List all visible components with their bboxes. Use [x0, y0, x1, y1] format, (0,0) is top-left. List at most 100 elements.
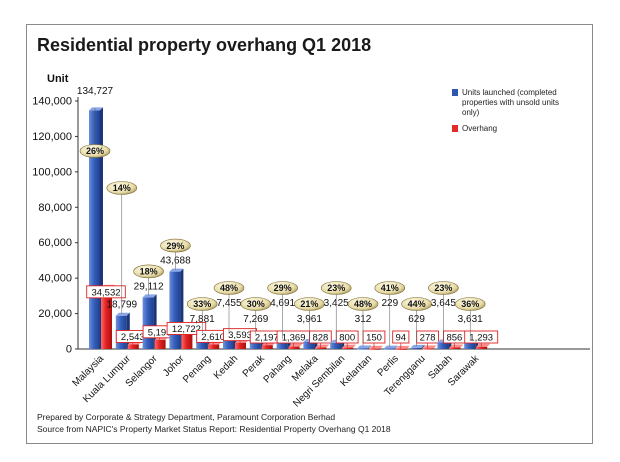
- bar-units-launched-top: [89, 107, 103, 111]
- percentage-badge: [401, 297, 432, 311]
- x-tick-label: Kedah: [212, 353, 240, 381]
- percentage-label: 33%: [193, 299, 211, 309]
- bar-overhang: [181, 326, 193, 349]
- percentage-label: 44%: [408, 299, 426, 309]
- bar-overhang: [261, 345, 273, 349]
- legend-swatch-overhang: [452, 125, 458, 132]
- overhang-label-box: [464, 330, 499, 344]
- percentage-label: 41%: [381, 283, 399, 293]
- bar-units-launched: [330, 342, 342, 349]
- percentage-badge: [428, 281, 459, 295]
- percentage-label: 26%: [86, 146, 104, 156]
- percentage-label: 36%: [461, 299, 479, 309]
- bar-units-launched: [357, 348, 368, 350]
- legend-label-units-launched: Units launched (completed properties wit…: [462, 88, 559, 117]
- percentage-label: 48%: [220, 283, 238, 293]
- percentage-label: 18%: [140, 267, 158, 277]
- bar-units-launched-top: [142, 294, 157, 298]
- chart-legend: Units launched (completed properties wit…: [452, 88, 577, 140]
- percentage-badge: [320, 281, 352, 295]
- y-axis-title: Unit: [47, 73, 69, 85]
- percentage-badge: [79, 144, 111, 158]
- bar-units-launched: [464, 342, 476, 349]
- bar-overhang-top: [288, 343, 303, 347]
- x-tick-label: Penang: [181, 353, 213, 385]
- footer-prepared-by: Prepared by Corporate & Strategy Departm…: [37, 412, 336, 422]
- bar-units-launched: [223, 335, 234, 349]
- percentage-badge: [294, 297, 325, 311]
- percentage-label: 48%: [354, 299, 372, 309]
- percentage-badge: [347, 297, 379, 311]
- bar-units-launched: [142, 297, 154, 349]
- overhang-label-box: [86, 285, 126, 299]
- units-launched-data-label: 134,727: [77, 86, 114, 97]
- bar-units-launched: [303, 341, 315, 349]
- bar-units-launched: [276, 340, 288, 349]
- bar-overhang: [449, 347, 461, 349]
- percentage-label: 23%: [327, 283, 345, 293]
- percentage-label: 23%: [434, 283, 452, 293]
- overhang-data-label: 2,543: [121, 332, 145, 343]
- bar-units-launched-top: [357, 345, 371, 349]
- percentage-label: 29%: [166, 241, 184, 251]
- percentage-badge: [267, 281, 298, 295]
- percentage-badge: [106, 181, 138, 195]
- overhang-data-label: 2,610: [201, 332, 225, 343]
- percentage-badge: [186, 297, 218, 311]
- bar-units-launched-side: [394, 345, 398, 349]
- bar-overhang-top: [476, 343, 491, 347]
- bar-overhang: [476, 346, 488, 349]
- percentage-badge: [160, 238, 191, 253]
- overhang-label-box: [166, 322, 207, 335]
- legend-swatch-units-launched: [452, 89, 458, 96]
- percentage-badge: [240, 297, 272, 311]
- bar-overhang: [154, 339, 166, 349]
- chart-title: Residential property overhang Q1 2018: [37, 35, 372, 55]
- overhang-data-label: 2,197: [255, 333, 279, 344]
- bar-units-launched-side: [421, 344, 425, 349]
- overhang-data-label: 856: [446, 333, 462, 344]
- bar-overhang: [395, 348, 407, 350]
- overhang-data-label: 800: [339, 333, 355, 344]
- overhang-data-label: 828: [312, 333, 328, 344]
- y-tick-label: 100,000: [32, 166, 72, 178]
- overhang-data-label: 12,722: [172, 324, 201, 335]
- bar-units-launched: [89, 110, 100, 349]
- bar-overhang-top: [342, 344, 357, 348]
- legend-item-units-launched: Units launched (completed properties wit…: [452, 88, 577, 118]
- bar-units-launched-side: [368, 345, 371, 349]
- bar-units-launched: [410, 347, 422, 349]
- percentage-label: 14%: [113, 183, 131, 193]
- bar-units-launched: [383, 348, 395, 350]
- overhang-data-label: 3,593: [228, 330, 252, 341]
- bar-units-launched-top: [169, 268, 184, 272]
- bar-units-launched-top: [410, 344, 425, 348]
- bar-overhang: [288, 346, 300, 349]
- legend-item-overhang: Overhang: [452, 124, 577, 134]
- bar-units-launched: [437, 342, 449, 349]
- percentage-label: 30%: [247, 299, 265, 309]
- bar-units-launched: [169, 271, 181, 349]
- bar-overhang: [101, 287, 112, 349]
- overhang-data-label: 34,532: [91, 287, 120, 298]
- y-tick-label: 20,000: [38, 308, 72, 320]
- y-tick-label: 140,000: [32, 96, 72, 108]
- bar-overhang-top: [315, 344, 330, 348]
- y-tick-label: 60,000: [38, 237, 72, 249]
- chart-frame: [26, 24, 593, 444]
- percentage-badge: [213, 281, 245, 295]
- y-tick-label: 40,000: [38, 273, 72, 285]
- bar-overhang: [127, 344, 139, 349]
- overhang-data-label: 5,199: [148, 327, 172, 338]
- percentage-label: 21%: [300, 299, 318, 309]
- legend-label-overhang: Overhang: [462, 124, 498, 133]
- footer-source: Source from NAPIC's Property Market Stat…: [37, 424, 391, 434]
- x-tick-label: Pahang: [262, 353, 294, 385]
- bar-overhang: [235, 342, 246, 349]
- percentage-badge: [454, 297, 486, 311]
- bar-overhang: [208, 344, 220, 349]
- y-tick-label: 120,000: [32, 131, 72, 143]
- overhang-label-box: [392, 330, 410, 344]
- y-tick-label: 0: [66, 344, 72, 356]
- bar-overhang-top: [369, 345, 383, 349]
